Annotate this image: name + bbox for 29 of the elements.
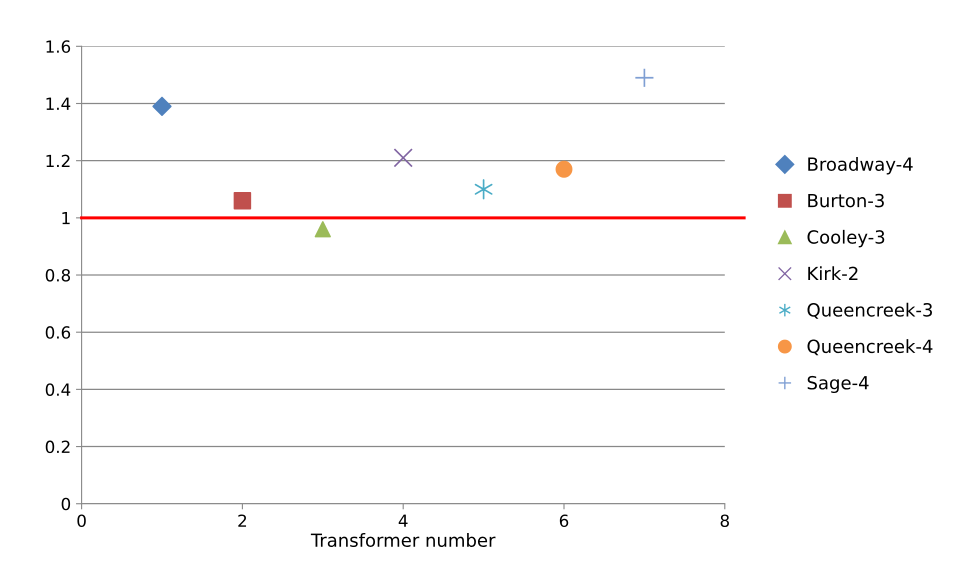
y-tick-label: 1.4 bbox=[46, 98, 70, 110]
x-tick-label: 2 bbox=[238, 514, 246, 527]
legend-label: Sage-4 bbox=[808, 376, 869, 394]
x-tick-label: 4 bbox=[398, 514, 408, 527]
x-axis-title: Transformer number bbox=[310, 533, 496, 548]
y-tick-label: 0 bbox=[62, 498, 70, 510]
point bbox=[394, 148, 413, 168]
point bbox=[314, 221, 331, 238]
y-tick-label: 1.2 bbox=[46, 154, 70, 168]
point bbox=[634, 68, 654, 88]
y-tick-label: 1.6 bbox=[46, 40, 70, 53]
y-tick-label: 0.2 bbox=[46, 440, 70, 454]
legend-label: Queencreek-3 bbox=[808, 302, 932, 319]
x-tick-label: 6 bbox=[560, 514, 568, 528]
x-tick-label: 8 bbox=[720, 514, 729, 528]
legend-label: Queencreek-4 bbox=[808, 339, 932, 356]
x-tick-label: 0 bbox=[77, 514, 86, 528]
point bbox=[474, 179, 493, 200]
y-tick-label: 0.8 bbox=[46, 268, 70, 282]
y-tick-label: 0.6 bbox=[46, 326, 70, 339]
point bbox=[234, 192, 252, 210]
legend-label: Cooley-3 bbox=[808, 230, 884, 248]
y-tick-label: 1 bbox=[62, 212, 70, 224]
legend-label: Broadway-4 bbox=[808, 156, 913, 174]
legend-label: Burton-3 bbox=[808, 194, 884, 208]
y-tick-label: 0.4 bbox=[46, 383, 70, 396]
point bbox=[556, 160, 572, 178]
legend-label: Kirk-2 bbox=[808, 266, 858, 280]
point bbox=[152, 96, 172, 116]
